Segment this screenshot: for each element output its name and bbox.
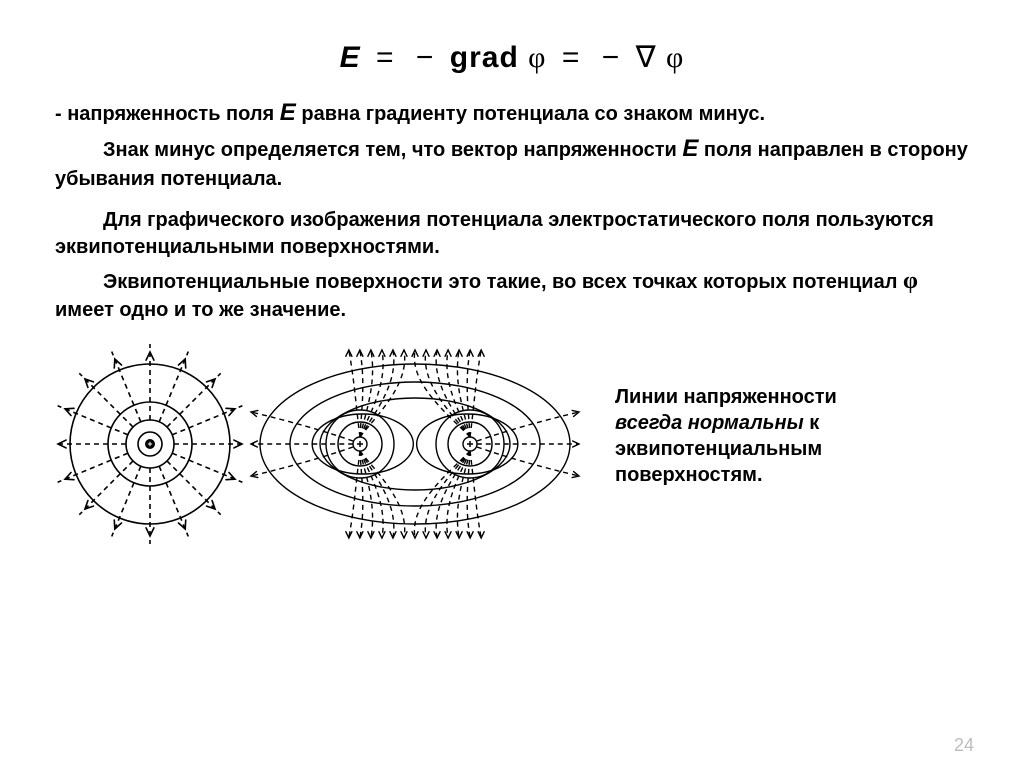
p4-b: имеет одно и то же значение. — [55, 299, 346, 321]
equation-neg1: − — [410, 41, 441, 74]
diagrams-row: Линии напряженности всегда нормальны к э… — [55, 344, 969, 544]
caption-line2-rest: к — [804, 412, 820, 434]
p4-a: Эквипотенциальные поверхности это такие,… — [103, 271, 903, 293]
single-charge-svg — [55, 344, 245, 544]
equation-grad: grad — [450, 41, 519, 74]
paragraph-1: - напряженность поля E равна градиенту п… — [55, 97, 969, 129]
main-equation: E = − grad φ = − ∇ φ — [55, 40, 969, 75]
caption-line1: Линии напряженности — [615, 384, 969, 410]
p2-a: Знак минус определяется тем, что вектор … — [103, 139, 682, 161]
equation-phi1: φ — [528, 41, 546, 74]
equation-E: E — [340, 41, 361, 74]
p4-phi: φ — [903, 268, 918, 294]
diagram-two-charges — [245, 344, 585, 544]
page-number: 24 — [954, 735, 974, 756]
p1-b: равна градиенту потенциала со знаком мин… — [301, 103, 765, 125]
slide-page: E = − grad φ = − ∇ φ - напряженность пол… — [0, 0, 1024, 768]
equation-eq2: = — [556, 41, 587, 74]
equation-nabla: ∇ — [636, 41, 657, 74]
equation-phi2: φ — [666, 41, 684, 74]
p2-E: E — [682, 135, 698, 162]
paragraph-3: Для графического изображения потенциала … — [55, 207, 969, 261]
paragraph-4: Эквипотенциальные поверхности это такие,… — [55, 265, 969, 324]
paragraph-2: Знак минус определяется тем, что вектор … — [55, 133, 969, 192]
p1-a: - напряженность поля — [55, 103, 280, 125]
equation-neg2: − — [596, 41, 627, 74]
equation-eq1: = — [370, 41, 401, 74]
side-caption: Линии напряженности всегда нормальны к э… — [585, 344, 969, 488]
two-charges-svg — [245, 344, 585, 544]
p1-E: E — [280, 99, 296, 126]
caption-line3: эквипотенциальным — [615, 436, 969, 462]
body-text-block: - напряженность поля E равна градиенту п… — [55, 97, 969, 324]
caption-line4: поверхностям. — [615, 462, 969, 488]
diagram-single-charge — [55, 344, 245, 544]
caption-line2: всегда нормальны к — [615, 410, 969, 436]
caption-line2-italic: всегда нормальны — [615, 412, 804, 434]
